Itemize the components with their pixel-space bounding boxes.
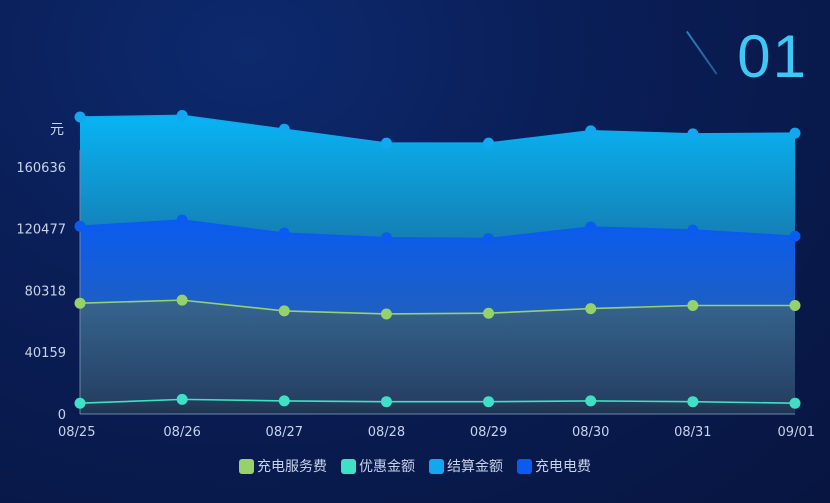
legend-item[interactable]: 充电服务费	[239, 456, 327, 476]
y-tick-label: 120477	[16, 223, 66, 238]
legend-item[interactable]: 充电电费	[517, 456, 591, 476]
series-2-point[interactable]	[789, 230, 801, 242]
series-3-point[interactable]	[585, 125, 597, 137]
series-0-area	[80, 399, 795, 414]
series-3-point[interactable]	[74, 111, 86, 123]
series-3-point[interactable]	[483, 137, 495, 149]
legend-swatch	[429, 458, 444, 474]
x-tick-label: 08/31	[674, 425, 711, 440]
series-3-area	[80, 115, 795, 239]
legend-label: 结算金额	[447, 459, 503, 475]
series-2-point[interactable]	[278, 227, 290, 239]
y-tick-label: 160636	[16, 161, 66, 176]
series-2-area	[80, 220, 795, 314]
series-2-line	[79, 219, 796, 240]
series-1-point[interactable]	[278, 305, 290, 317]
series-3-point[interactable]	[789, 127, 801, 139]
series-2-point[interactable]	[687, 224, 699, 236]
legend-item[interactable]: 结算金额	[429, 456, 503, 476]
x-tick-label: 09/01	[778, 425, 815, 440]
y-tick-label: 40159	[25, 346, 66, 361]
legend-label: 优惠金额	[359, 459, 415, 475]
y-axis-unit-label: 元	[50, 122, 64, 138]
series-3-point[interactable]	[687, 128, 699, 140]
legend-swatch	[341, 458, 356, 474]
legend-label: 充电服务费	[257, 459, 327, 475]
series-0-line	[79, 398, 796, 405]
series-2-point[interactable]	[585, 221, 597, 233]
series-1-point[interactable]	[74, 297, 86, 309]
series-1-point[interactable]	[585, 303, 597, 315]
x-tick-label: 08/26	[163, 425, 200, 440]
series-0-point[interactable]	[380, 396, 392, 408]
panel-number-badge: 01	[737, 23, 808, 90]
series-3-point[interactable]	[380, 137, 392, 149]
legend-item[interactable]: 优惠金额	[341, 456, 415, 476]
series-0-point[interactable]	[74, 397, 86, 409]
series-1-line	[79, 299, 795, 315]
y-tick-label: 80318	[25, 284, 66, 299]
legend-swatch	[239, 458, 254, 474]
x-tick-label: 08/25	[58, 425, 95, 440]
series-2-point[interactable]	[176, 214, 188, 226]
series-0-point[interactable]	[278, 395, 290, 407]
series-2-point[interactable]	[380, 232, 392, 244]
x-tick-label: 08/30	[572, 425, 609, 440]
series-3-line	[79, 114, 796, 144]
x-tick-label: 08/27	[266, 425, 303, 440]
series-1-point[interactable]	[380, 308, 392, 320]
series-0-point[interactable]	[585, 395, 597, 407]
series-0-point[interactable]	[789, 397, 801, 409]
series-2-point[interactable]	[483, 233, 495, 245]
chart-legend: 充电服务费 优惠金额 结算金额 充电电费	[0, 456, 830, 476]
series-0-point[interactable]	[687, 396, 699, 408]
series-1-point[interactable]	[687, 300, 699, 312]
series-1-point[interactable]	[176, 294, 188, 306]
series-1-point[interactable]	[483, 307, 495, 319]
series-1-point[interactable]	[789, 300, 801, 312]
x-tick-label: 08/28	[368, 425, 405, 440]
series-3-point[interactable]	[278, 123, 290, 135]
series-3-point[interactable]	[176, 109, 188, 121]
x-tick-label: 08/29	[470, 425, 507, 440]
series-2-point[interactable]	[74, 220, 86, 232]
legend-swatch	[517, 458, 532, 474]
series-0-point[interactable]	[483, 396, 495, 408]
y-tick-label: 0	[58, 408, 66, 423]
legend-label: 充电电费	[535, 459, 591, 475]
series-0-point[interactable]	[176, 393, 188, 405]
series-1-area	[80, 300, 795, 404]
